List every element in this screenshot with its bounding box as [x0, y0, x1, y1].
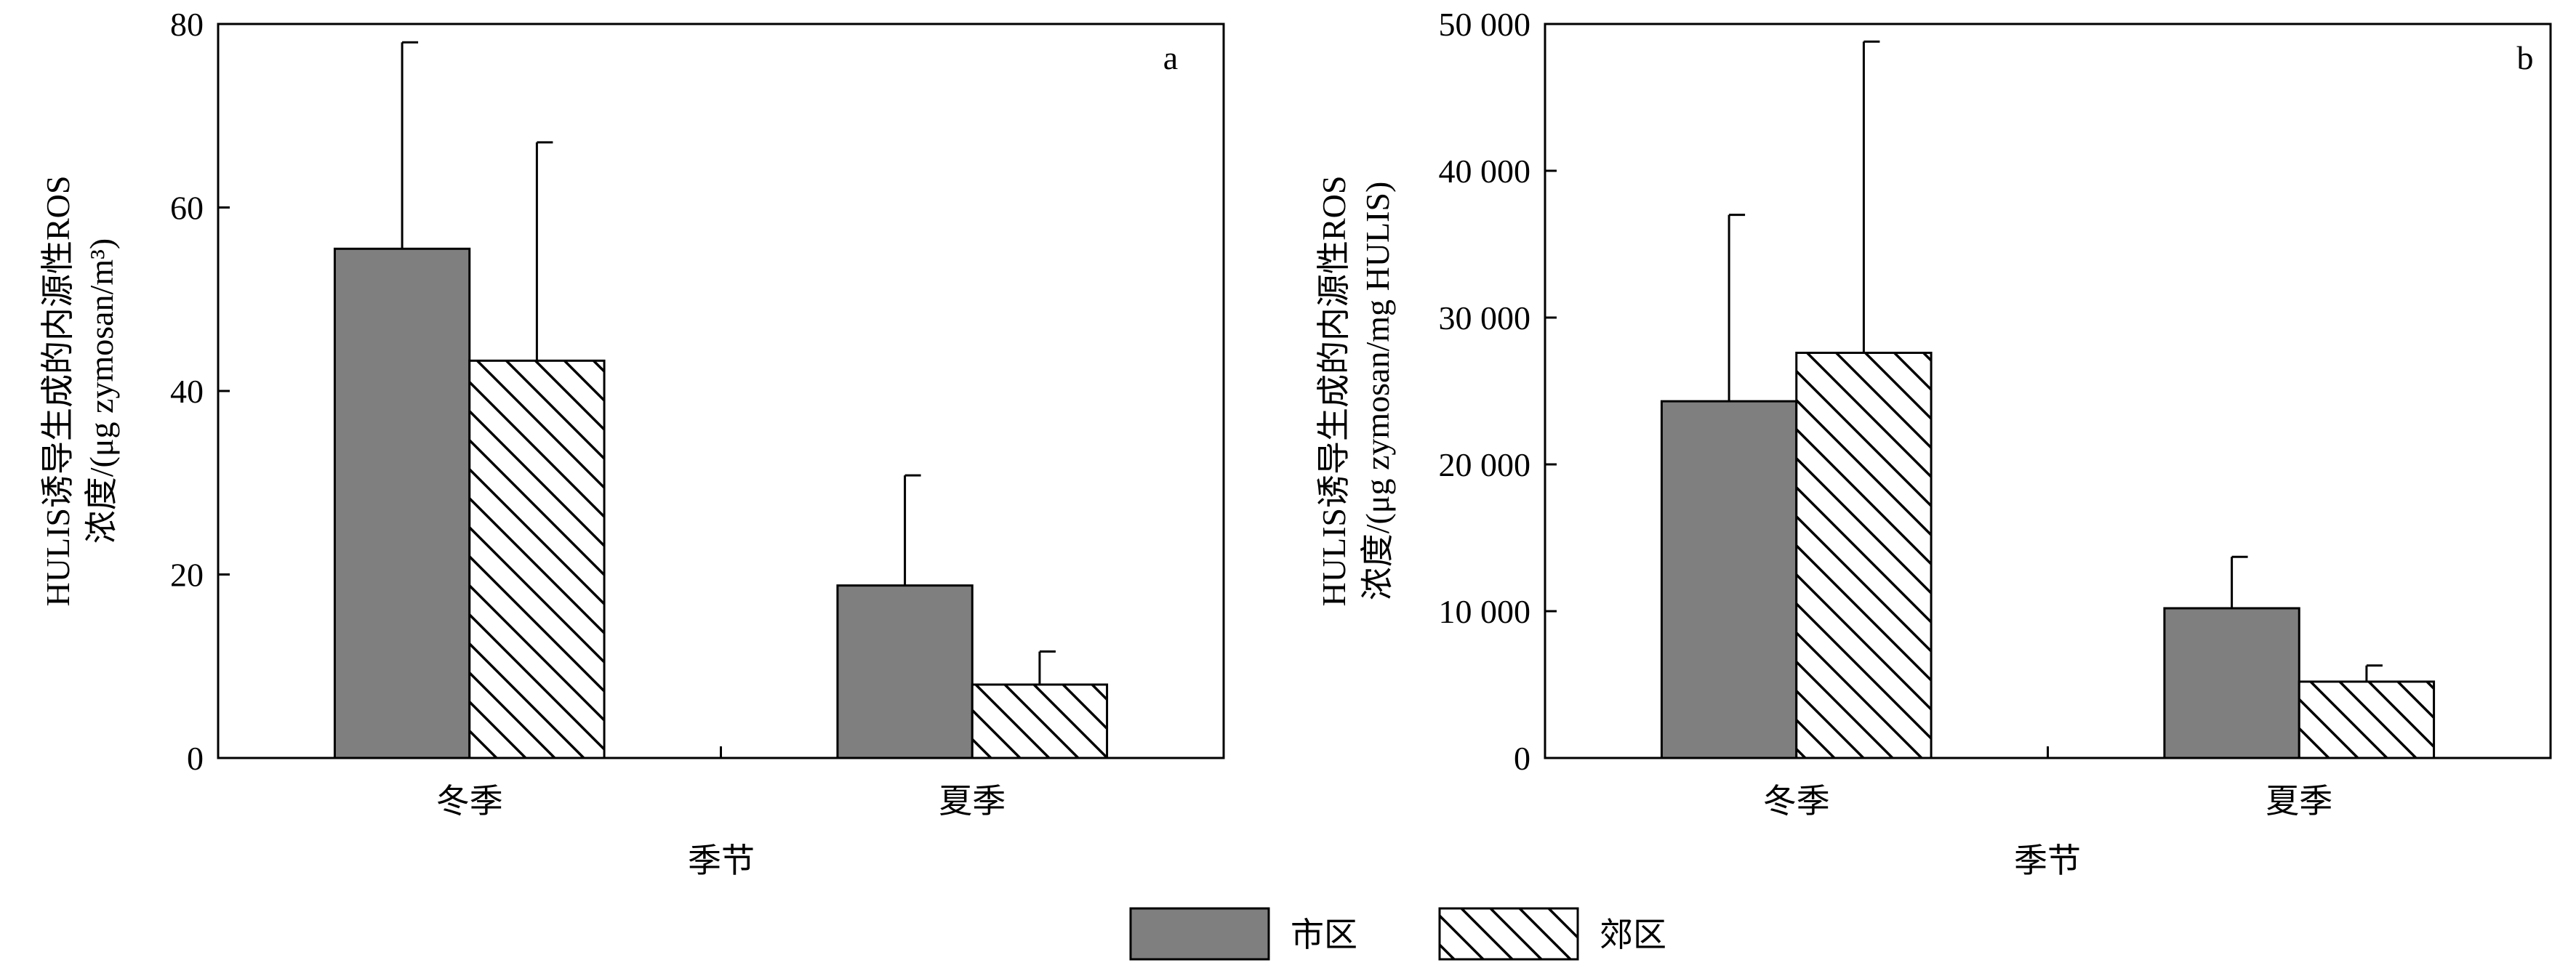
x-axis-title-a: 季节 — [688, 842, 755, 879]
panel-letter-a: a — [1163, 39, 1178, 76]
y-tick-label: 20 — [170, 557, 204, 594]
x-tick-label: 冬季 — [1763, 783, 1830, 820]
bar-urban — [333, 247, 471, 759]
bar-suburban — [468, 359, 606, 759]
y-axis-title-a-line1: HULIS诱导生成的内源性ROS — [39, 176, 76, 607]
legend-swatch-urban — [1129, 907, 1270, 961]
y-tick-label: 80 — [170, 6, 204, 43]
y-tick-label: 60 — [170, 190, 204, 227]
chart-panel-b: 0 10 000 20 000 30 000 40 000 50 000 冬季 夏季 b 季… — [1315, 6, 2552, 879]
bar-suburban — [2298, 680, 2436, 759]
bar-urban — [836, 584, 974, 759]
legend: 市区 郊区 — [1129, 907, 1666, 961]
y-ticks-b: 0 10 000 20 000 30 000 40 000 50 000 — [1439, 6, 1557, 777]
x-axis-title-b: 季节 — [2014, 842, 2081, 879]
y-tick-label: 10 000 — [1439, 593, 1531, 630]
legend-label-suburban: 郊区 — [1600, 916, 1666, 953]
y-tick-label: 20 000 — [1439, 446, 1531, 483]
y-tick-label: 50 000 — [1439, 6, 1531, 43]
chart-panel-a: 0 20 40 60 80 冬季 夏季 a 季节 HULIS诱导生成的内源性ROS 浓度/… — [39, 6, 1225, 879]
bar-urban — [2163, 607, 2300, 759]
x-tick-label: 夏季 — [2266, 783, 2332, 820]
x-tick-label: 夏季 — [939, 783, 1006, 820]
y-tick-label: 0 — [1514, 740, 1530, 777]
bar-marks-b — [1660, 40, 2436, 759]
bar-marks-a — [333, 41, 1109, 759]
bar-suburban — [1795, 351, 1933, 759]
y-ticks-a: 0 20 40 60 80 — [170, 6, 230, 777]
bar-urban — [1660, 400, 1798, 759]
panel-letter-b: b — [2517, 39, 2534, 76]
y-tick-label: 30 000 — [1439, 299, 1531, 336]
bar-suburban — [971, 683, 1109, 759]
legend-swatch-suburban — [1438, 907, 1579, 961]
y-tick-label: 40 — [170, 373, 204, 410]
x-ticks-b: 冬季 夏季 — [1763, 746, 2332, 820]
x-tick-label: 冬季 — [436, 783, 503, 820]
y-axis-title-b-line1: HULIS诱导生成的内源性ROS — [1315, 176, 1352, 607]
y-tick-label: 0 — [187, 740, 204, 777]
y-axis-title-a-line2: 浓度/(μg zymosan/m³) — [83, 238, 120, 544]
legend-label-urban: 市区 — [1291, 916, 1357, 953]
y-axis-title-b-line2: 浓度/(μg zymosan/mg HULIS) — [1359, 182, 1396, 601]
y-tick-label: 40 000 — [1439, 153, 1531, 190]
x-ticks-a: 冬季 夏季 — [436, 746, 1006, 820]
